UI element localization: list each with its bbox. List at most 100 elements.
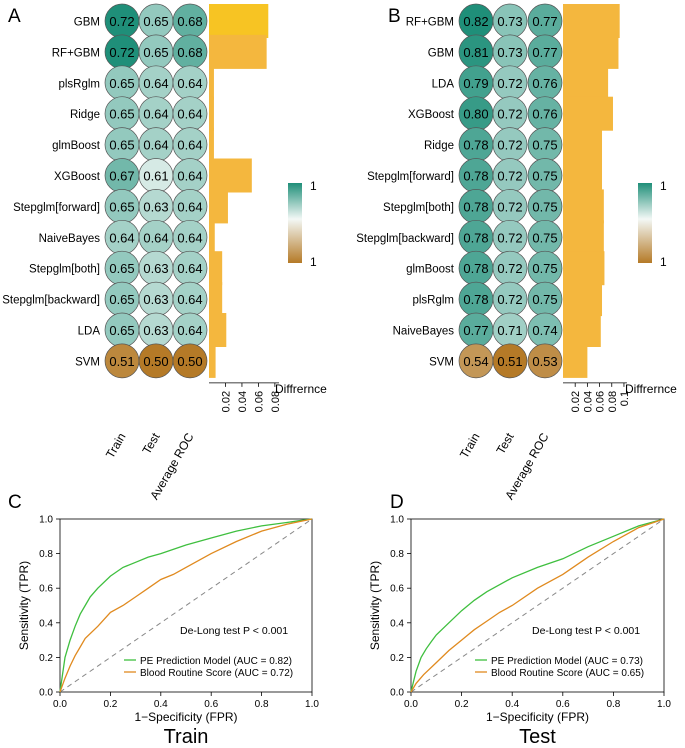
cell-value: 0.78: [463, 199, 488, 214]
y-tick-label: 0.2: [390, 653, 404, 664]
diff-bar: [209, 158, 252, 193]
bar-tick-label: 0.06: [595, 391, 607, 412]
row-label: XGBoost: [408, 109, 455, 121]
legend-entry: PE Prediction Model (AUC = 0.73): [491, 656, 643, 667]
x-tick-label: 1.0: [657, 699, 671, 710]
cell-value: 0.64: [177, 199, 202, 214]
cell-value: 0.82: [463, 14, 488, 29]
cell-value: 0.74: [532, 323, 557, 338]
row-label: Ridge: [424, 140, 454, 152]
cell-value: 0.72: [497, 199, 522, 214]
row-label: LDA: [78, 326, 101, 338]
cell-value: 0.64: [143, 230, 168, 245]
bar-tick-label: 0.02: [570, 391, 582, 412]
cell-value: 0.64: [177, 323, 202, 338]
cell-value: 0.77: [532, 14, 557, 29]
x-tick-label: 0.6: [204, 699, 218, 710]
cell-value: 0.65: [109, 261, 134, 276]
panel-a-heatmap: A GBM 0.72 0.65 0.68 RF+GBM 0.72 0.65 0.68 plsRgl…: [2, 3, 327, 502]
cell-value: 0.51: [497, 354, 522, 369]
row-label: glmBoost: [52, 140, 101, 152]
panel-b-heatmap: B RF+GBM 0.82 0.73 0.77 GBM 0.81 0.73 0.77 LDA 0.7…: [356, 3, 677, 502]
diff-bar: [209, 282, 223, 317]
legend-entry: Blood Routine Score (AUC = 0.72): [140, 668, 293, 679]
cell-value: 0.68: [177, 14, 202, 29]
panel-c-roc: C 0.00.0 0.2 0.2 0.4 0.4 0.6 0.6 0.8 0.8 1.0 1.0 1−S…: [8, 492, 319, 748]
cell-value: 0.61: [143, 169, 168, 184]
cell-value: 0.68: [177, 45, 202, 60]
delong-annotation: De-Long test P < 0.001: [180, 625, 288, 637]
cell-value: 0.75: [532, 292, 557, 307]
column-label: Train: [457, 431, 483, 461]
cell-value: 0.77: [532, 45, 557, 60]
diff-bar: [563, 282, 603, 317]
row-label: RF+GBM: [52, 47, 100, 59]
cell-value: 0.78: [463, 138, 488, 153]
cell-value: 0.80: [463, 107, 488, 122]
y-tick-label: 0.2: [39, 653, 53, 664]
y-tick-label: 0.0: [39, 688, 53, 699]
plot-frame: [59, 518, 313, 693]
row-label: GBM: [74, 17, 100, 29]
cell-value: 0.53: [532, 354, 557, 369]
diff-bar: [563, 96, 613, 131]
y-tick-label: 0.8: [390, 549, 404, 560]
cell-value: 0.64: [177, 261, 202, 276]
y-tick-label: 0.4: [39, 618, 53, 629]
diff-bar: [563, 189, 604, 224]
row-label: plsRglm: [58, 78, 100, 90]
row-label: GBM: [428, 47, 454, 59]
legend-bottom-label: 1: [660, 255, 667, 269]
cell-value: 0.78: [463, 230, 488, 245]
cell-value: 0.78: [463, 261, 488, 276]
x-tick-label: 0.2: [455, 699, 469, 710]
color-legend-bar: [638, 183, 652, 263]
row-label: Stepglm[forward]: [13, 202, 100, 214]
panel-label: D: [390, 492, 404, 513]
diff-bar: [209, 251, 223, 286]
cell-value: 0.75: [532, 169, 557, 184]
diff-bar: [563, 4, 620, 38]
diff-bar: [209, 96, 214, 131]
cell-value: 0.75: [532, 261, 557, 276]
cell-value: 0.78: [463, 292, 488, 307]
heat-cell: [492, 343, 528, 379]
row-label: glmBoost: [406, 264, 455, 276]
bar-tick-label: 0.04: [237, 391, 249, 412]
cell-value: 0.72: [109, 45, 134, 60]
panel-title: Train: [164, 726, 209, 748]
row-label: Stepglm[both]: [383, 202, 454, 214]
x-axis-label: 1−Specificity (FPR): [134, 710, 237, 724]
diff-bar: [209, 220, 215, 255]
cell-value: 0.75: [532, 199, 557, 214]
row-label: XGBoost: [54, 171, 101, 183]
cell-value: 0.76: [532, 76, 557, 91]
y-axis-label: Sensitivity (TPR): [368, 561, 382, 650]
heat-cell: [527, 343, 563, 379]
reference-diagonal: [59, 518, 313, 693]
cell-value: 0.71: [497, 323, 522, 338]
roc-curve-series-0: [59, 518, 313, 693]
bar-tick-label: 0.02: [220, 391, 232, 412]
bar-tick-label: 0.08: [270, 391, 282, 412]
panel-label: A: [8, 6, 21, 27]
cell-value: 0.64: [177, 169, 202, 184]
x-tick-label: 0.8: [606, 699, 620, 710]
row-label: NaiveBayes: [393, 326, 455, 338]
cell-value: 0.72: [497, 76, 522, 91]
bar-tick-label: 0.08: [607, 391, 619, 412]
panel-label: C: [8, 492, 22, 513]
cell-value: 0.64: [109, 230, 134, 245]
cell-value: 0.51: [109, 354, 134, 369]
row-label: Ridge: [70, 109, 100, 121]
bar-tick-label: 0.04: [582, 391, 594, 412]
y-tick-label: 0.6: [39, 584, 53, 595]
y-tick-label: 0.8: [39, 549, 53, 560]
row-label: LDA: [432, 78, 455, 90]
diff-bar: [209, 313, 227, 347]
heat-cell: [172, 343, 208, 379]
cell-value: 0.75: [532, 230, 557, 245]
cell-value: 0.77: [463, 323, 488, 338]
row-label: RF+GBM: [406, 17, 454, 29]
column-label: Train: [103, 431, 129, 461]
